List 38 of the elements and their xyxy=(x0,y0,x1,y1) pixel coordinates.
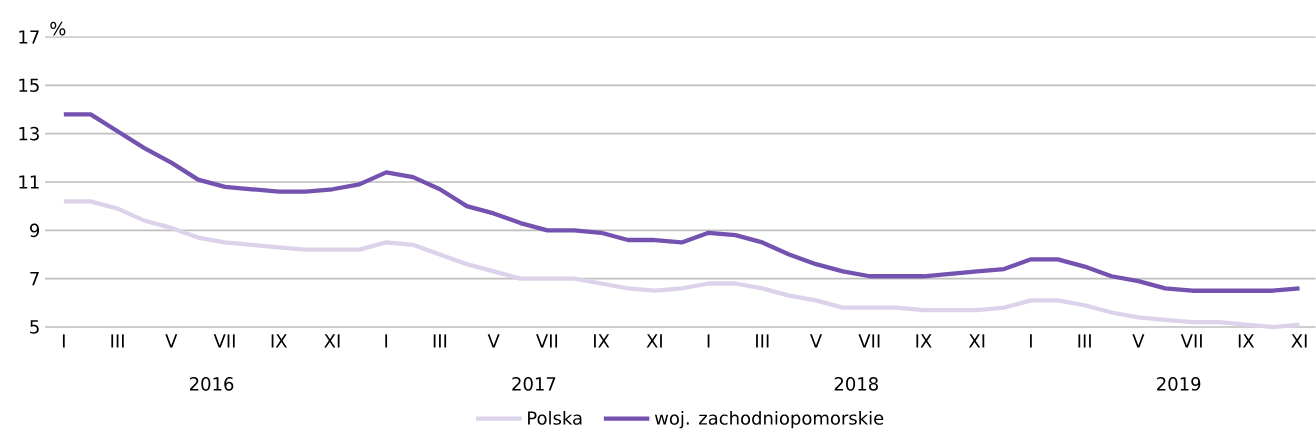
x-tick-label: VII xyxy=(213,334,235,348)
text: 2016 xyxy=(189,377,234,391)
x-tick-label: I xyxy=(62,334,65,348)
legend-label: Polska xyxy=(528,410,582,425)
y-axis-title: % xyxy=(50,21,66,36)
text: 2019 xyxy=(1157,377,1201,391)
text: 2017 xyxy=(512,377,556,391)
x-tick-label: XI xyxy=(968,334,985,348)
y-tick-label: 7 xyxy=(30,272,39,286)
y-tick-label: 5 xyxy=(30,320,39,334)
x-tick-label: I xyxy=(707,334,710,348)
y-tick-label: 11 xyxy=(19,175,39,189)
y-tick-label: 17 xyxy=(19,30,39,44)
x-tick-label: IX xyxy=(594,334,610,348)
x-tick-label: V xyxy=(165,334,178,348)
x-tick-label: VII xyxy=(1180,334,1202,348)
x-tick-label: III xyxy=(111,334,124,348)
x-tick-label: XI xyxy=(324,334,340,348)
x-tick-label: III xyxy=(1078,334,1091,348)
x-tick-label: VII xyxy=(858,334,880,348)
legend-label: woj. zachodniopomorskie xyxy=(654,410,884,429)
x-tick-label: VII xyxy=(536,334,558,348)
y-tick-label: 13 xyxy=(19,126,39,141)
x-tick-label: I xyxy=(385,334,388,348)
x-tick-label: III xyxy=(756,334,769,348)
x-tick-label: XI xyxy=(1291,334,1307,348)
x-tick-label: IX xyxy=(916,334,932,348)
y-tick-label: 15 xyxy=(19,78,39,93)
y-tick-label: 9 xyxy=(29,223,40,238)
x-tick-label: V xyxy=(810,334,823,348)
text: 2018 xyxy=(834,377,878,391)
x-tick-label: I xyxy=(1030,334,1032,348)
x-tick-label: III xyxy=(433,334,447,348)
x-tick-label: V xyxy=(487,334,500,348)
x-tick-label: IX xyxy=(271,334,287,348)
x-tick-label: IX xyxy=(1238,334,1255,348)
x-tick-label: V xyxy=(1132,334,1145,348)
x-tick-label: XI xyxy=(646,334,662,348)
